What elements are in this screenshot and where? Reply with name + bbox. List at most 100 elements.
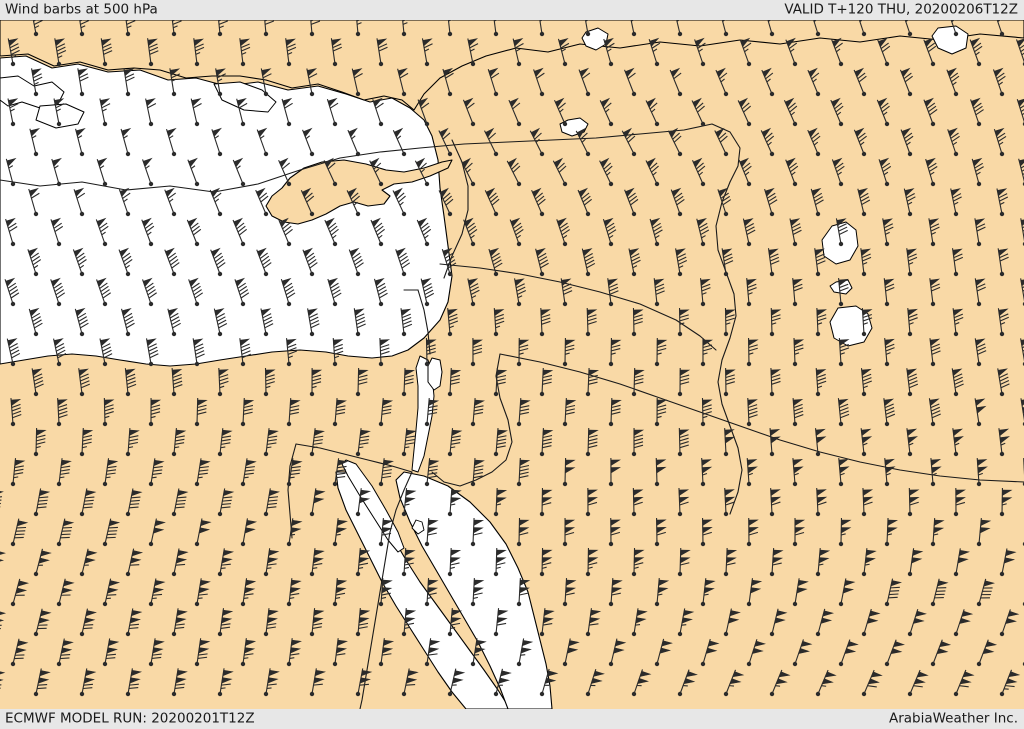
wind-barb (792, 578, 809, 607)
barb-full (1019, 105, 1024, 109)
barb-full (242, 353, 252, 359)
wind-barb (355, 608, 371, 637)
wind-barb (996, 20, 1005, 37)
wind-barb (677, 547, 691, 577)
barb-station-dot (240, 541, 246, 547)
wind-barb (721, 20, 729, 37)
barb-full (697, 165, 706, 173)
barb-pennant (474, 647, 486, 654)
barb-pennant (313, 497, 325, 504)
barb-half (607, 48, 612, 52)
barb-half (999, 201, 1005, 205)
wind-barb (190, 98, 202, 127)
wind-barb (792, 639, 813, 667)
barb-full (376, 228, 385, 236)
barb-full (931, 346, 941, 352)
wind-barb (539, 368, 554, 397)
barb-full (857, 132, 866, 140)
barb-station-dot (194, 301, 200, 307)
barb-full (953, 313, 964, 319)
barb-pennant (381, 587, 393, 594)
barb-full (611, 408, 621, 412)
barb-station-dot (286, 121, 292, 127)
barb-station-dot (309, 511, 315, 517)
wind-barb (240, 518, 258, 547)
wind-barb (306, 68, 318, 97)
barb-full (146, 225, 155, 233)
barb-full (103, 353, 113, 359)
wind-barb (240, 578, 257, 607)
barb-pennant (878, 37, 888, 48)
barb-pennant (518, 339, 530, 347)
barb-shaft (125, 20, 129, 35)
barb-station-dot (700, 241, 706, 247)
barb-half (197, 597, 203, 600)
barb-station-dot (585, 391, 591, 397)
barb-full (149, 50, 159, 55)
barb-full (448, 20, 453, 22)
wind-barb (723, 669, 745, 697)
wind-barb (74, 307, 89, 337)
barb-full (174, 626, 185, 630)
barb-station-dot (56, 301, 62, 307)
barb-pennant (39, 610, 52, 617)
barb-station-dot (585, 271, 591, 277)
barb-station-dot (493, 511, 499, 517)
barb-full (605, 222, 615, 229)
barb-pennant (383, 639, 395, 647)
barb-full (419, 162, 427, 170)
barb-full (653, 226, 662, 232)
barb-pennant (475, 639, 487, 647)
barb-half (725, 322, 731, 325)
barb-pennant (129, 617, 141, 624)
barb-pennant (463, 97, 474, 108)
barb-pennant (175, 617, 187, 624)
barb-pennant (725, 309, 736, 317)
barb-full (428, 405, 438, 409)
barb-half (260, 135, 265, 139)
barb-half (565, 352, 570, 355)
barb-pennant (165, 247, 175, 258)
barb-station-dot (769, 391, 775, 397)
barb-full (167, 252, 177, 260)
barb-station-dot (907, 151, 913, 157)
barb-station-dot (838, 541, 844, 547)
barb-full (493, 259, 502, 266)
barb-full (100, 285, 109, 293)
barb-half (77, 135, 83, 139)
barb-station-dot (493, 391, 499, 397)
barb-pennant (590, 609, 602, 617)
wind-barb (976, 518, 992, 547)
barb-full (152, 472, 162, 475)
map-canvas[interactable] (0, 20, 1024, 709)
barb-pennant (382, 399, 394, 407)
wind-barb (239, 338, 252, 367)
barb-station-dot (654, 661, 660, 667)
barb-pennant (235, 277, 246, 288)
barb-full (243, 408, 253, 412)
barb-pennant (770, 489, 781, 497)
barb-pennant (467, 38, 479, 47)
barb-full (880, 102, 889, 110)
barb-full (428, 653, 438, 656)
barb-half (998, 81, 1003, 86)
barb-station-dot (355, 151, 361, 157)
barb-pennant (176, 669, 188, 677)
wind-barb (99, 338, 113, 367)
barb-pennant (485, 187, 496, 198)
barb-station-dot (815, 211, 821, 217)
barb-full (496, 441, 507, 445)
wind-barb (493, 608, 509, 637)
barb-full (176, 499, 186, 502)
barb-station-dot (608, 421, 614, 427)
barb-full (262, 313, 272, 319)
barb-station-dot (631, 691, 637, 697)
barb-half (169, 198, 174, 203)
barb-full (171, 73, 181, 79)
barb-pennant (382, 519, 394, 527)
barb-full (289, 408, 300, 412)
barb-pennant (610, 527, 621, 534)
barb-full (863, 501, 873, 506)
barb-pennant (703, 587, 715, 594)
wind-barb (369, 157, 384, 187)
